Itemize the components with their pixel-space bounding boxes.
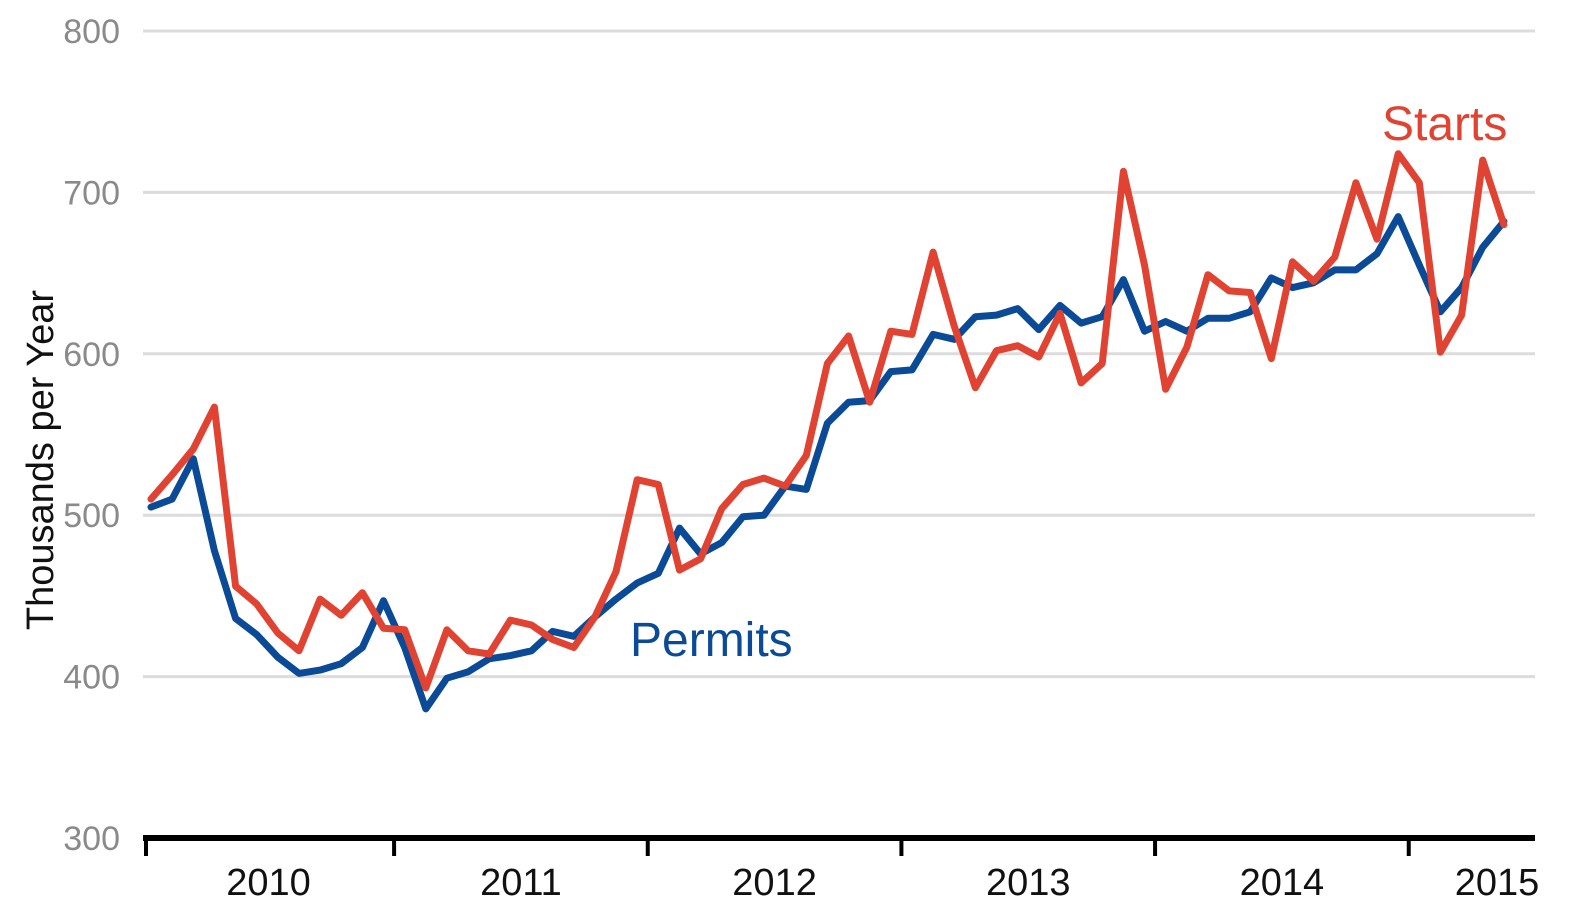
x-tick-label-2012: 2012	[732, 862, 817, 904]
y-axis-label: Thousands per Year	[20, 290, 62, 630]
y-tick-label-500: 500	[63, 497, 120, 535]
y-tick-label-400: 400	[63, 659, 120, 697]
x-tick-label-2010: 2010	[226, 862, 311, 904]
series-lines	[147, 150, 1508, 713]
x-tick-label-2011: 2011	[480, 862, 562, 904]
series-label-starts: Starts	[1382, 98, 1507, 151]
series-line-permits	[147, 213, 1508, 713]
x-tick-label-2015: 2015	[1455, 862, 1540, 904]
series-label-permits: Permits	[630, 614, 793, 667]
x-tick-label-2013: 2013	[986, 862, 1071, 904]
y-tick-label-700: 700	[63, 174, 120, 212]
x-tick-label-2014: 2014	[1240, 862, 1325, 904]
y-axis-ticks: 300 400 500 600 700 800	[63, 13, 120, 858]
y-tick-label-800: 800	[63, 13, 120, 51]
y-tick-label-300: 300	[63, 820, 120, 858]
series-line-starts	[147, 150, 1508, 692]
x-axis: 2010 2011 2012 2013 2014 2015	[143, 835, 1540, 904]
y-tick-label-600: 600	[63, 336, 120, 374]
